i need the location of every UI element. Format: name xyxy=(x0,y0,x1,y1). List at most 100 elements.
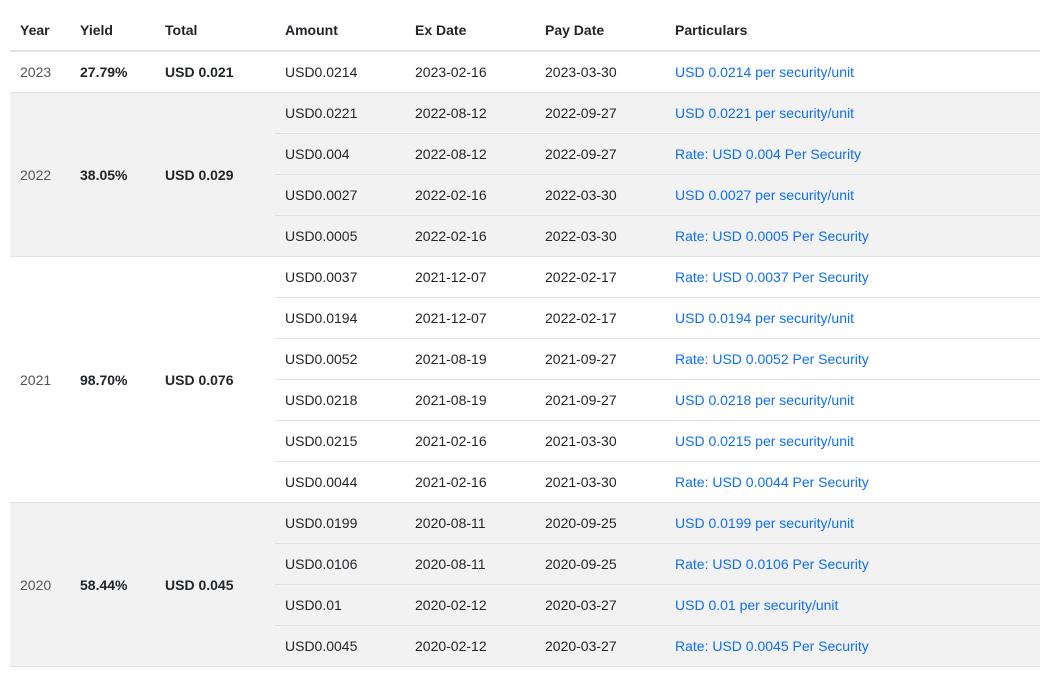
cell-ex-date: 2022-02-16 xyxy=(405,216,535,257)
particulars-link[interactable]: Rate: USD 0.0044 Per Security xyxy=(675,474,869,490)
cell-amount: USD0.004 xyxy=(275,134,405,175)
particulars-link[interactable]: USD 0.0199 per security/unit xyxy=(675,515,854,531)
dividend-table: Year Yield Total Amount Ex Date Pay Date… xyxy=(10,10,1040,667)
cell-pay-date: 2021-09-27 xyxy=(535,339,665,380)
cell-ex-date: 2023-02-16 xyxy=(405,51,535,93)
cell-particulars: USD 0.0221 per security/unit xyxy=(665,93,1040,134)
table-row: 202058.44%USD 0.045USD0.01992020-08-1120… xyxy=(10,503,1040,544)
cell-amount: USD0.0052 xyxy=(275,339,405,380)
cell-particulars: Rate: USD 0.0045 Per Security xyxy=(665,626,1040,667)
cell-year: 2022 xyxy=(10,93,70,257)
table-row: 202198.70%USD 0.076USD0.00372021-12-0720… xyxy=(10,257,1040,298)
cell-particulars: USD 0.0215 per security/unit xyxy=(665,421,1040,462)
cell-yield: 27.79% xyxy=(70,51,155,93)
cell-yield: 58.44% xyxy=(70,503,155,667)
cell-year: 2023 xyxy=(10,51,70,93)
cell-particulars: USD 0.01 per security/unit xyxy=(665,585,1040,626)
cell-amount: USD0.0005 xyxy=(275,216,405,257)
particulars-link[interactable]: USD 0.0215 per security/unit xyxy=(675,433,854,449)
particulars-link[interactable]: Rate: USD 0.0045 Per Security xyxy=(675,638,869,654)
cell-particulars: USD 0.0199 per security/unit xyxy=(665,503,1040,544)
cell-particulars: USD 0.0214 per security/unit xyxy=(665,51,1040,93)
cell-year: 2021 xyxy=(10,257,70,503)
cell-ex-date: 2020-02-12 xyxy=(405,626,535,667)
cell-particulars: USD 0.0194 per security/unit xyxy=(665,298,1040,339)
cell-pay-date: 2021-03-30 xyxy=(535,462,665,503)
cell-ex-date: 2021-02-16 xyxy=(405,462,535,503)
cell-amount: USD0.0221 xyxy=(275,93,405,134)
table-row: 202238.05%USD 0.029USD0.02212022-08-1220… xyxy=(10,93,1040,134)
particulars-link[interactable]: Rate: USD 0.0037 Per Security xyxy=(675,269,869,285)
col-header-total: Total xyxy=(155,10,275,51)
table-header-row: Year Yield Total Amount Ex Date Pay Date… xyxy=(10,10,1040,51)
cell-ex-date: 2021-08-19 xyxy=(405,380,535,421)
cell-particulars: USD 0.0027 per security/unit xyxy=(665,175,1040,216)
cell-amount: USD0.0215 xyxy=(275,421,405,462)
cell-particulars: Rate: USD 0.0044 Per Security xyxy=(665,462,1040,503)
cell-total: USD 0.021 xyxy=(155,51,275,93)
col-header-yield: Yield xyxy=(70,10,155,51)
cell-pay-date: 2022-03-30 xyxy=(535,216,665,257)
cell-amount: USD0.0106 xyxy=(275,544,405,585)
cell-ex-date: 2020-02-12 xyxy=(405,585,535,626)
cell-pay-date: 2020-09-25 xyxy=(535,544,665,585)
table-body: 202327.79%USD 0.021USD0.02142023-02-1620… xyxy=(10,51,1040,667)
col-header-year: Year xyxy=(10,10,70,51)
cell-pay-date: 2020-03-27 xyxy=(535,626,665,667)
cell-amount: USD0.0214 xyxy=(275,51,405,93)
particulars-link[interactable]: Rate: USD 0.0005 Per Security xyxy=(675,228,869,244)
particulars-link[interactable]: USD 0.0214 per security/unit xyxy=(675,64,854,80)
particulars-link[interactable]: Rate: USD 0.0052 Per Security xyxy=(675,351,869,367)
cell-particulars: Rate: USD 0.0052 Per Security xyxy=(665,339,1040,380)
cell-ex-date: 2021-08-19 xyxy=(405,339,535,380)
cell-total: USD 0.029 xyxy=(155,93,275,257)
cell-ex-date: 2020-08-11 xyxy=(405,544,535,585)
cell-pay-date: 2020-09-25 xyxy=(535,503,665,544)
cell-ex-date: 2021-02-16 xyxy=(405,421,535,462)
particulars-link[interactable]: USD 0.0194 per security/unit xyxy=(675,310,854,326)
col-header-ex-date: Ex Date xyxy=(405,10,535,51)
cell-amount: USD0.0027 xyxy=(275,175,405,216)
particulars-link[interactable]: Rate: USD 0.0106 Per Security xyxy=(675,556,869,572)
table-row: 202327.79%USD 0.021USD0.02142023-02-1620… xyxy=(10,51,1040,93)
cell-amount: USD0.0194 xyxy=(275,298,405,339)
cell-pay-date: 2022-09-27 xyxy=(535,93,665,134)
cell-pay-date: 2021-03-30 xyxy=(535,421,665,462)
cell-particulars: Rate: USD 0.0106 Per Security xyxy=(665,544,1040,585)
cell-ex-date: 2022-08-12 xyxy=(405,134,535,175)
cell-amount: USD0.0037 xyxy=(275,257,405,298)
cell-particulars: Rate: USD 0.0037 Per Security xyxy=(665,257,1040,298)
cell-particulars: Rate: USD 0.0005 Per Security xyxy=(665,216,1040,257)
particulars-link[interactable]: USD 0.01 per security/unit xyxy=(675,597,838,613)
particulars-link[interactable]: USD 0.0218 per security/unit xyxy=(675,392,854,408)
col-header-particulars: Particulars xyxy=(665,10,1040,51)
cell-ex-date: 2022-08-12 xyxy=(405,93,535,134)
particulars-link[interactable]: USD 0.0221 per security/unit xyxy=(675,105,854,121)
cell-amount: USD0.0045 xyxy=(275,626,405,667)
cell-ex-date: 2021-12-07 xyxy=(405,298,535,339)
cell-yield: 38.05% xyxy=(70,93,155,257)
cell-year: 2020 xyxy=(10,503,70,667)
cell-yield: 98.70% xyxy=(70,257,155,503)
cell-amount: USD0.0199 xyxy=(275,503,405,544)
cell-pay-date: 2022-02-17 xyxy=(535,257,665,298)
cell-total: USD 0.045 xyxy=(155,503,275,667)
cell-amount: USD0.01 xyxy=(275,585,405,626)
cell-pay-date: 2022-09-27 xyxy=(535,134,665,175)
particulars-link[interactable]: Rate: USD 0.004 Per Security xyxy=(675,146,861,162)
cell-ex-date: 2021-12-07 xyxy=(405,257,535,298)
cell-ex-date: 2022-02-16 xyxy=(405,175,535,216)
cell-pay-date: 2021-09-27 xyxy=(535,380,665,421)
cell-particulars: Rate: USD 0.004 Per Security xyxy=(665,134,1040,175)
cell-particulars: USD 0.0218 per security/unit xyxy=(665,380,1040,421)
cell-amount: USD0.0044 xyxy=(275,462,405,503)
cell-pay-date: 2022-03-30 xyxy=(535,175,665,216)
cell-total: USD 0.076 xyxy=(155,257,275,503)
cell-pay-date: 2020-03-27 xyxy=(535,585,665,626)
col-header-pay-date: Pay Date xyxy=(535,10,665,51)
col-header-amount: Amount xyxy=(275,10,405,51)
cell-pay-date: 2022-02-17 xyxy=(535,298,665,339)
cell-ex-date: 2020-08-11 xyxy=(405,503,535,544)
particulars-link[interactable]: USD 0.0027 per security/unit xyxy=(675,187,854,203)
cell-pay-date: 2023-03-30 xyxy=(535,51,665,93)
